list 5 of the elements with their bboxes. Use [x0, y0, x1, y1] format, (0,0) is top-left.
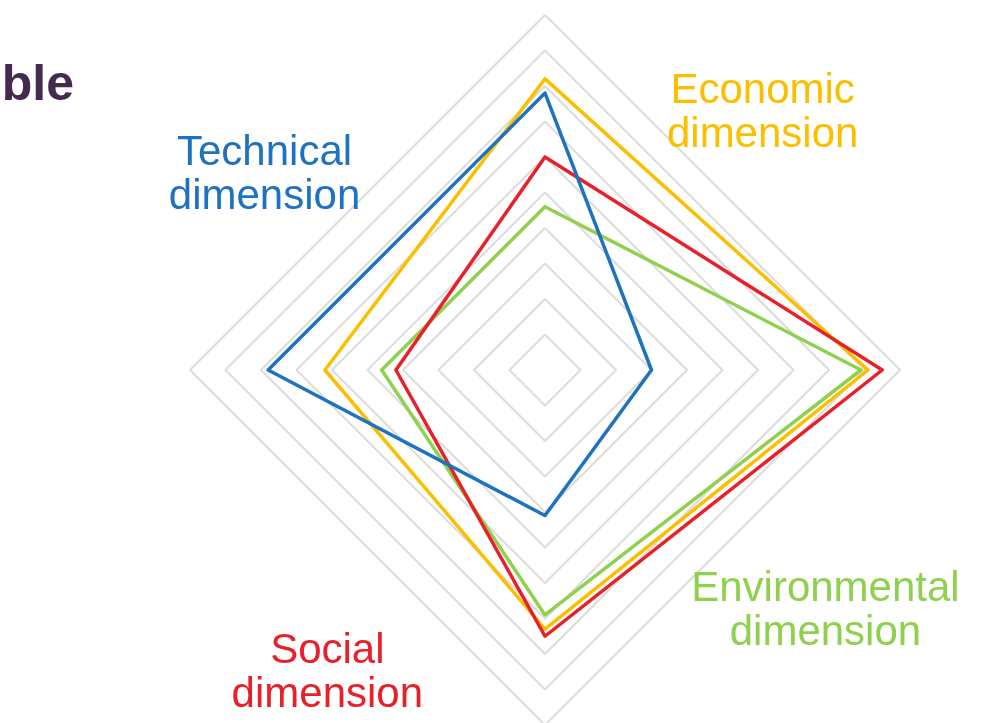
spoke-label: Economic dimension	[666, 64, 859, 156]
chart-title: ble	[1, 55, 75, 111]
spoke-label: Social dimension	[231, 625, 424, 717]
spoke-label: Technical dimension	[168, 127, 361, 219]
spoke-label: Environmental dimension	[691, 562, 960, 654]
